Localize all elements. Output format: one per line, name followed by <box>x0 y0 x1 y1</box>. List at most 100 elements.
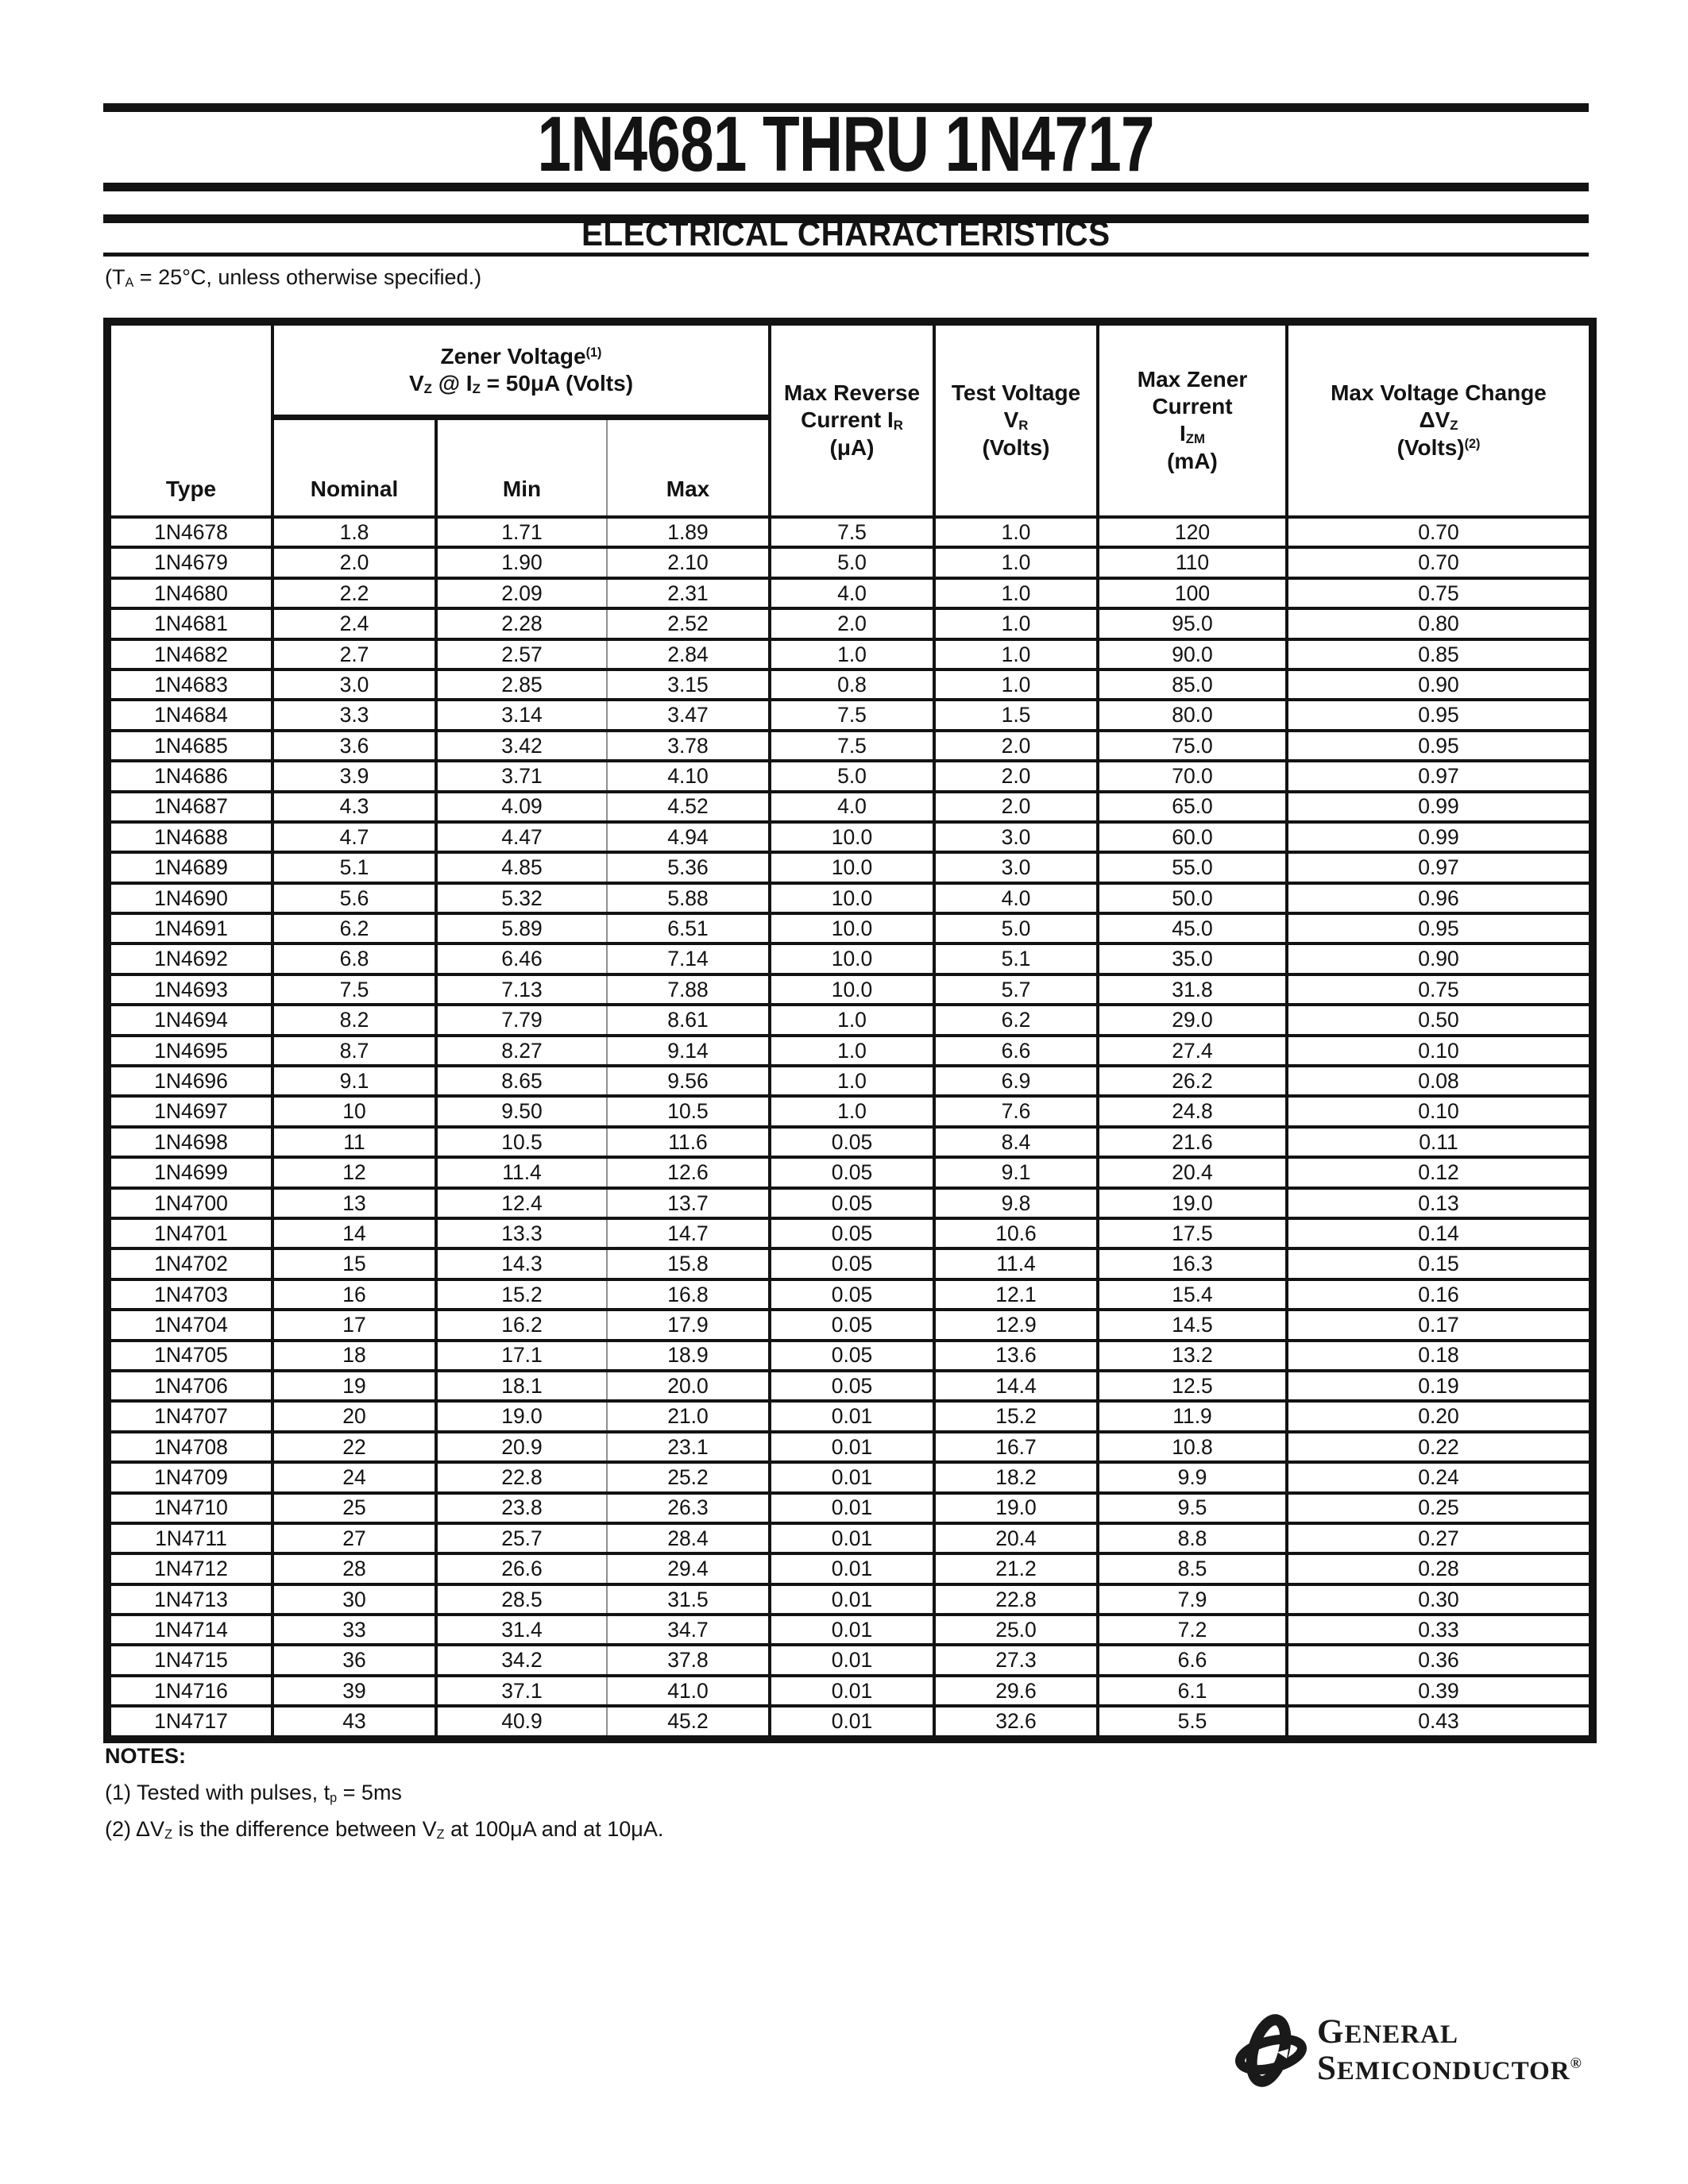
table-row: 1N4715 36 34.2 37.8 0.01 27.3 6.6 0.36 <box>106 1643 1594 1677</box>
cell-value: 2.85 <box>435 667 608 702</box>
cell-value: 12.5 <box>1096 1368 1288 1403</box>
cell-value: 7.5 <box>271 972 438 1007</box>
cell-value: 37.1 <box>435 1673 608 1708</box>
cell-value: 4.0 <box>768 576 936 611</box>
cell-value: 0.28 <box>1285 1552 1594 1586</box>
cell-value: 2.0 <box>271 546 438 580</box>
cell-value: 32.6 <box>933 1704 1099 1741</box>
cell-value: 50.0 <box>1096 881 1288 916</box>
cell-value: 10.0 <box>768 942 936 976</box>
cell-type: 1N4700 <box>106 1186 274 1221</box>
cell-value: 16.3 <box>1096 1247 1288 1281</box>
cell-value: 0.95 <box>1285 912 1594 946</box>
cell-type: 1N4678 <box>106 515 274 550</box>
cell-value: 11.9 <box>1096 1399 1288 1433</box>
section-title-text: ELECTRICAL CHARACTERISTICS <box>581 214 1111 253</box>
table-row: 1N4697 10 9.50 10.5 1.0 7.6 24.8 0.10 <box>106 1094 1594 1129</box>
cell-value: 0.50 <box>1285 1003 1594 1037</box>
cell-value: 21.6 <box>1096 1125 1288 1160</box>
cell-value: 22.8 <box>435 1461 608 1495</box>
notes-heading: NOTES: <box>105 1744 187 1768</box>
cell-value: 3.15 <box>606 667 771 702</box>
max-zener-line4: (mA) <box>1167 448 1218 473</box>
cell-value: 31.4 <box>435 1613 608 1647</box>
cell-value: 0.08 <box>1285 1064 1594 1098</box>
cond-note-text2: = 25°C, unless otherwise specified.) <box>133 265 482 289</box>
cell-value: 3.14 <box>435 698 608 732</box>
cell-value: 24.8 <box>1096 1094 1288 1129</box>
col-header-min: Min <box>435 415 608 519</box>
cell-value: 1.89 <box>606 515 771 550</box>
cell-value: 13.2 <box>1096 1338 1288 1372</box>
cell-value: 0.05 <box>768 1247 936 1281</box>
cell-value: 120 <box>1096 515 1288 550</box>
cell-value: 27.3 <box>933 1643 1099 1677</box>
max-zener-line3-text: I <box>1179 421 1186 446</box>
cell-value: 0.75 <box>1285 972 1594 1007</box>
table-row: 1N4692 6.8 6.46 7.14 10.0 5.1 35.0 0.90 <box>106 942 1594 976</box>
cell-value: 14 <box>271 1216 438 1251</box>
cell-value: 6.8 <box>271 942 438 976</box>
table-row: 1N4701 14 13.3 14.7 0.05 10.6 17.5 0.14 <box>106 1216 1594 1251</box>
cell-value: 13.7 <box>606 1186 771 1221</box>
max-change-line3: (Volts)(2) <box>1288 434 1589 461</box>
cell-value: 5.7 <box>933 972 1099 1007</box>
cell-value: 28.5 <box>435 1582 608 1617</box>
cell-value: 18 <box>271 1338 438 1372</box>
table-row: 1N4680 2.2 2.09 2.31 4.0 1.0 100 0.75 <box>106 576 1594 611</box>
cell-type: 1N4689 <box>106 851 274 885</box>
cell-value: 8.61 <box>606 1003 771 1037</box>
cell-value: 3.0 <box>933 851 1099 885</box>
cell-value: 0.97 <box>1285 759 1594 793</box>
test-condition-note: (TA = 25°C, unless otherwise specified.) <box>105 265 481 291</box>
cell-value: 0.80 <box>1285 607 1594 641</box>
cell-value: 10.6 <box>933 1216 1099 1251</box>
zener-cond-isub: Z <box>472 380 481 396</box>
cell-value: 7.5 <box>768 698 936 732</box>
cell-value: 5.0 <box>768 759 936 793</box>
cell-value: 36 <box>271 1643 438 1677</box>
note-2-text3: at 100μA and at 10μA. <box>444 1816 664 1841</box>
cell-value: 19.0 <box>1096 1186 1288 1221</box>
cell-value: 6.2 <box>271 912 438 946</box>
table-row: 1N4678 1.8 1.71 1.89 7.5 1.0 120 0.70 <box>106 515 1594 550</box>
cell-value: 10.5 <box>435 1125 608 1160</box>
cell-value: 95.0 <box>1096 607 1288 641</box>
cell-value: 2.2 <box>271 576 438 611</box>
cell-value: 0.01 <box>768 1582 936 1617</box>
test-voltage-line2-text: V <box>1003 407 1019 433</box>
cell-value: 40.9 <box>435 1704 608 1741</box>
cell-value: 0.99 <box>1285 789 1594 824</box>
cell-value: 0.24 <box>1285 1461 1594 1495</box>
table-row: 1N4710 25 23.8 26.3 0.01 19.0 9.5 0.25 <box>106 1491 1594 1525</box>
table-header: Type Zener Voltage(1) VZ @ IZ = 50μA (Vo… <box>106 320 1594 519</box>
cell-value: 1.0 <box>768 1064 936 1098</box>
cell-value: 3.78 <box>606 728 771 763</box>
cell-value: 20 <box>271 1399 438 1433</box>
cell-value: 12.9 <box>933 1308 1099 1342</box>
cell-type: 1N4691 <box>106 912 274 946</box>
test-voltage-line2-sub: R <box>1018 418 1029 434</box>
cond-note-text: (T <box>105 265 126 289</box>
cell-value: 9.5 <box>1096 1491 1288 1525</box>
cell-value: 33 <box>271 1613 438 1647</box>
table-row: 1N4684 3.3 3.14 3.47 7.5 1.5 80.0 0.95 <box>106 698 1594 732</box>
cell-value: 1.8 <box>271 515 438 550</box>
cell-value: 1.0 <box>768 1003 936 1037</box>
cell-value: 19 <box>271 1368 438 1403</box>
cell-value: 0.05 <box>768 1368 936 1403</box>
note-1: (1) Tested with pulses, tp = 5ms <box>105 1781 663 1806</box>
cell-value: 9.1 <box>271 1064 438 1098</box>
note-2-text2: is the difference between V <box>172 1816 437 1841</box>
cell-value: 6.1 <box>1096 1673 1288 1708</box>
cell-value: 29.0 <box>1096 1003 1288 1037</box>
cell-value: 4.7 <box>271 820 438 855</box>
test-voltage-line2: VR <box>936 407 1096 434</box>
cell-value: 15.4 <box>1096 1277 1288 1312</box>
cell-value: 10.0 <box>768 912 936 946</box>
note-2-text: (2) ΔV <box>105 1816 165 1841</box>
cell-value: 3.47 <box>606 698 771 732</box>
table-row: 1N4696 9.1 8.65 9.56 1.0 6.9 26.2 0.08 <box>106 1064 1594 1098</box>
cell-value: 2.0 <box>933 759 1099 793</box>
cell-value: 37.8 <box>606 1643 771 1677</box>
